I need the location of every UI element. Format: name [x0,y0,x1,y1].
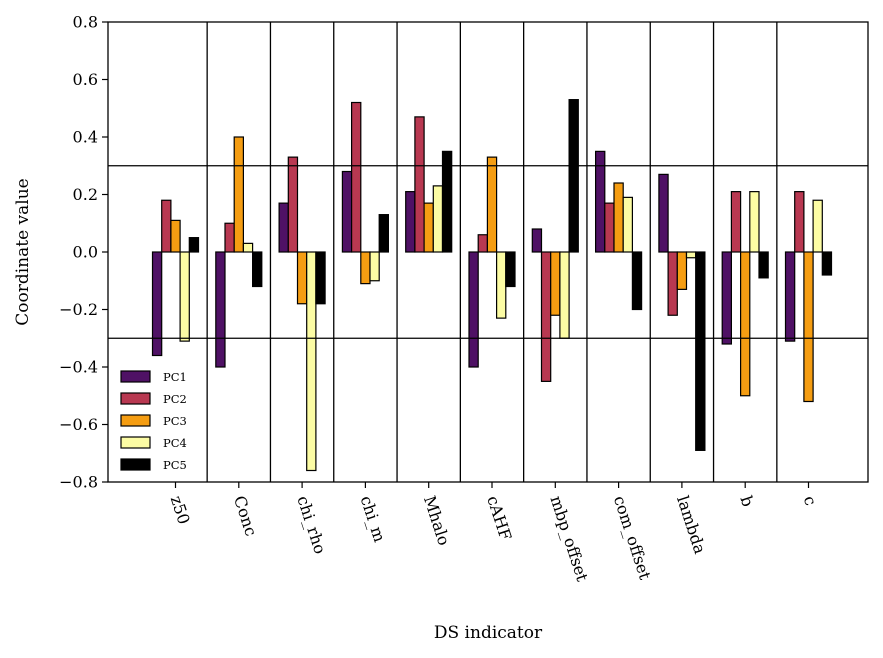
x-tick-label: chi_rho [293,493,330,556]
bar-pc5-chi_m [378,214,390,253]
legend-label-pc3: PC3 [163,414,187,428]
bar-pc1-conc [215,251,226,368]
bar-pc3-b [739,251,751,397]
legend-label-pc5: PC5 [163,458,187,472]
x-tick-label: Mhalo [420,493,454,547]
bar-pc5-mbp_offset [568,99,579,253]
x-axis: z50 Conc chi_rho chi_m Mhalo cAHF mbp_offset co… [167,482,821,584]
bar-pc5-cahf [505,251,516,288]
bar-pc4-mbp_offset [559,251,570,339]
x-tick-label: c [800,493,821,507]
bar-pc5-b [758,251,769,279]
x-tick-label: mbp_offset [546,493,592,584]
y-tick-label: 0.6 [73,70,98,89]
bar-pc5-mhalo [441,150,453,253]
legend-swatch-pc2 [120,392,151,405]
bar-pc4-cahf [496,251,507,319]
bar-pc2-c [794,191,805,253]
bar-pc4-conc [242,242,254,253]
bar-pc4-chi_m [369,251,380,282]
legend: PC1 PC2 PC3 PC4 PC5 [120,370,187,472]
x-tick-label: cAHF [483,493,515,542]
bar-pc2-lambda [667,251,678,316]
reference-lines [108,165,868,339]
bar-pc3-chi_rho [296,251,308,305]
y-tick-label: −0.4 [59,358,98,377]
bar-pc5-lambda [695,251,706,451]
bar-pc5-chi_rho [315,251,326,305]
bar-pc1-z50 [151,251,163,357]
legend-label-pc1: PC1 [163,370,187,384]
legend-label-pc4: PC4 [163,436,187,450]
x-tick-label: com_offset [610,493,655,582]
bar-pc2-conc [224,222,235,253]
bar-pc4-c [812,199,823,253]
x-tick-label: b [736,493,757,509]
y-tick-label: −0.2 [59,300,98,319]
bar-pc1-com_offset [594,150,606,253]
x-tick-label: Conc [230,493,261,538]
bar-pc3-z50 [170,219,181,253]
bar-pc5-c [821,251,833,276]
bar-pc4-mhalo [432,185,444,253]
legend-swatch-pc4 [120,436,151,449]
bar-pc2-b [730,191,742,253]
bar-pc1-cahf [468,251,479,368]
bar-pc4-com_offset [622,196,634,253]
bar-pc3-c [803,251,814,403]
bar-pc3-chi_m [360,251,371,285]
bar-pc1-b [721,251,733,345]
legend-swatch-pc1 [120,370,151,383]
bars-group [151,99,833,472]
bar-pc4-b [749,191,760,253]
y-axis-label: Coordinate value [13,178,33,326]
y-tick-label: −0.8 [59,473,98,492]
category-separators [206,22,778,482]
bar-pc1-mhalo [405,191,416,253]
bar-pc1-mbp_offset [531,228,543,253]
bar-pc5-z50 [188,237,200,253]
bar-pc3-conc [233,136,244,253]
x-tick-label: chi_m [357,493,390,544]
bar-pc1-lambda [658,173,669,253]
x-tick-label: z50 [167,493,194,526]
x-axis-label: DS indicator [434,623,543,643]
x-tick-label: lambda [673,493,710,556]
y-tick-label: 0.4 [73,128,98,147]
bar-pc4-lambda [685,251,697,259]
bar-pc2-chi_m [351,101,362,253]
bar-pc3-cahf [486,156,498,253]
bar-pc2-mbp_offset [540,251,552,382]
legend-label-pc2: PC2 [163,392,187,406]
y-tick-label: 0.0 [73,243,98,262]
legend-swatch-pc5 [120,458,151,471]
bar-pc5-com_offset [631,251,643,311]
bar-pc2-mhalo [414,116,425,253]
bar-pc1-chi_rho [278,202,289,253]
bar-pc4-z50 [179,251,190,342]
bar-pc4-chi_rho [306,251,317,472]
bar-pc2-com_offset [604,202,615,253]
bar-pc1-c [784,251,796,342]
bar-pc3-mhalo [423,202,434,253]
bar-pc3-lambda [676,251,688,290]
y-tick-label: −0.6 [59,415,98,434]
bar-pc3-mbp_offset [550,251,561,316]
bar-pc5-conc [252,251,263,288]
y-tick-label: 0.2 [73,185,98,204]
bar-pc2-cahf [477,234,489,253]
bar-pc2-z50 [161,199,172,253]
bar-pc3-com_offset [613,182,624,253]
bar-pc2-chi_rho [287,156,299,253]
y-tick-label: 0.8 [73,13,98,32]
bar-pc1-chi_m [341,170,353,253]
legend-swatch-pc3 [120,414,151,427]
y-axis: −0.8 −0.6 −0.4 −0.2 0.0 0.2 0.4 0.6 0.8 [59,13,108,492]
